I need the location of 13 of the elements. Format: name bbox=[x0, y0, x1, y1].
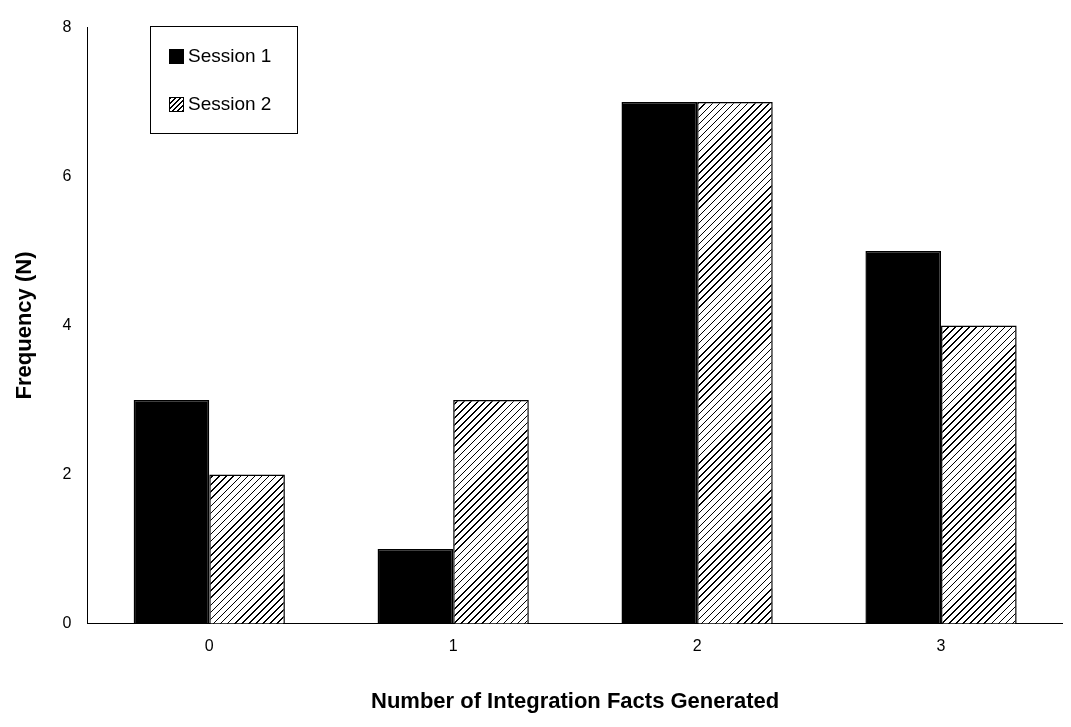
x-axis-title: Number of Integration Facts Generated bbox=[371, 687, 780, 713]
x-tick-label: 2 bbox=[692, 637, 702, 655]
x-tick-label: 0 bbox=[204, 637, 214, 655]
legend-label: Session 2 bbox=[188, 93, 272, 115]
y-tick-label: 8 bbox=[62, 18, 72, 36]
y-tick-label: 0 bbox=[62, 613, 72, 631]
x-tick-label: 1 bbox=[448, 637, 458, 655]
y-tick-label: 6 bbox=[62, 166, 72, 184]
legend-label: Session 1 bbox=[188, 45, 272, 67]
x-tick-label: 3 bbox=[936, 637, 946, 655]
y-axis-title: Frequency (N) bbox=[11, 251, 37, 400]
y-tick-label: 2 bbox=[62, 464, 72, 482]
y-tick-label: 4 bbox=[62, 315, 72, 333]
